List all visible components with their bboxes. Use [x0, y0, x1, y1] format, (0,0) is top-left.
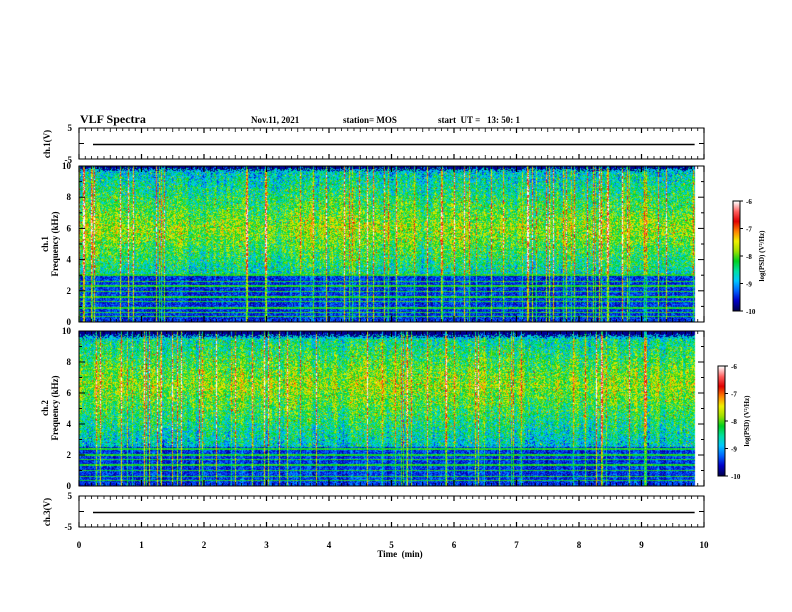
ch3-voltage-ylabel: ch.3(V): [42, 498, 52, 526]
time-tick-label: 0: [77, 540, 82, 550]
time-tick-label: 10: [700, 540, 710, 550]
colorbar-tick-label: -8: [731, 418, 737, 426]
colorbar-tick-label: -9: [731, 446, 737, 454]
ch1-frequency-tick-labels: 0 2 4 6 8 10: [62, 161, 72, 327]
time-tick-label: 4: [327, 540, 332, 550]
ch1-colorbar: -6 -7 -8 -9 -10 log(PSD) (V²/Hz): [732, 198, 766, 316]
ch1-voltage-ytick-top: 5: [68, 123, 73, 133]
frequency-tick-label: 6: [67, 223, 72, 233]
frequency-tick-label: 8: [67, 192, 72, 202]
ch2-channel-label: ch.2: [40, 400, 50, 416]
ch3-voltage-ytick-top: 5: [68, 491, 73, 501]
ch2-spectrogram-image: [79, 331, 704, 486]
time-tick-label: 5: [389, 540, 394, 550]
time-tick-label: 9: [639, 540, 644, 550]
colorbar-tick-label: -8: [746, 253, 752, 261]
colorbar-tick-label: -9: [746, 281, 752, 289]
ch1-colorbar-ramp: [733, 201, 740, 311]
frequency-tick-label: 2: [67, 450, 72, 460]
figure-title: VLF Spectra: [80, 112, 146, 126]
ch2-colorbar-ticks: -6 -7 -8 -9 -10: [725, 363, 741, 481]
time-tick-label: 1: [139, 540, 144, 550]
ch2-colorbar: -6 -7 -8 -9 -10 log(PSD) (V²/Hz): [717, 363, 751, 481]
time-axis-tick-labels: 0 1 2 3 4 5 6 7 8 9 10: [77, 540, 709, 550]
time-tick-label: 2: [202, 540, 207, 550]
header-date: Nov.11, 2021: [251, 115, 300, 125]
time-tick-label: 6: [452, 540, 457, 550]
colorbar-tick-label: -6: [731, 363, 737, 371]
frequency-tick-label: 8: [67, 357, 72, 367]
time-axis-label: Time (min): [377, 549, 422, 559]
ch1-frequency-axis-label: Frequency (kHz): [50, 211, 60, 276]
colorbar-tick-label: -7: [746, 226, 752, 234]
colorbar-tick-label: -7: [731, 391, 737, 399]
frequency-tick-label: 10: [62, 326, 72, 336]
ch1-voltage-ytick-bottom: -5: [65, 155, 73, 165]
ch1-colorbar-label: log(PSD) (V²/Hz): [758, 230, 766, 282]
frequency-tick-label: 0: [67, 481, 72, 491]
ch1-voltage-ticks: [78, 127, 705, 160]
ch1-colorbar-ticks: -6 -7 -8 -9 -10: [740, 198, 756, 316]
header-start-time: start UT = 13: 50: 1: [438, 115, 520, 125]
frequency-tick-label: 6: [67, 388, 72, 398]
ch2-frequency-axis-label: Frequency (kHz): [50, 375, 60, 440]
colorbar-tick-label: -6: [746, 198, 752, 206]
time-tick-label: 7: [514, 540, 519, 550]
ch3-voltage-ytick-bottom: -5: [65, 522, 73, 532]
panel-ch1-voltage: 5 -5 ch.1(V): [42, 123, 705, 165]
time-tick-label: 3: [264, 540, 269, 550]
frequency-tick-label: 4: [67, 255, 72, 265]
time-tick-label: 8: [577, 540, 582, 550]
ch1-channel-label: ch.1: [40, 236, 50, 252]
panel-ch3-voltage: 5 -5 ch.3(V): [42, 491, 705, 532]
ch2-frequency-tick-labels: 0 2 4 6 8 10: [62, 326, 72, 491]
colorbar-tick-label: -10: [731, 473, 741, 481]
frequency-tick-label: 2: [67, 286, 72, 296]
panel-ch2-spectrogram: 0 2 4 6 8 10 ch.2 Frequency (kHz): [40, 326, 705, 491]
header-station: station= MOS: [343, 115, 397, 125]
ch1-spectrogram-image: [79, 166, 704, 322]
frequency-tick-label: 4: [67, 419, 72, 429]
panel-ch1-spectrogram: 0 2 4 6 8 10 ch.1 Frequency (kHz): [40, 161, 705, 327]
frequency-tick-label: 0: [67, 317, 72, 327]
ch3-voltage-ticks: [78, 495, 705, 528]
ch1-voltage-ylabel: ch.1(V): [42, 130, 52, 158]
ch2-spectrogram-ticks: [78, 330, 705, 487]
ch2-colorbar-label: log(PSD) (V²/Hz): [743, 395, 751, 447]
colorbar-tick-label: -10: [746, 308, 756, 316]
ch2-colorbar-ramp: [718, 366, 725, 476]
ch1-spectrogram-ticks: [78, 165, 705, 323]
frequency-tick-label: 10: [62, 161, 72, 171]
